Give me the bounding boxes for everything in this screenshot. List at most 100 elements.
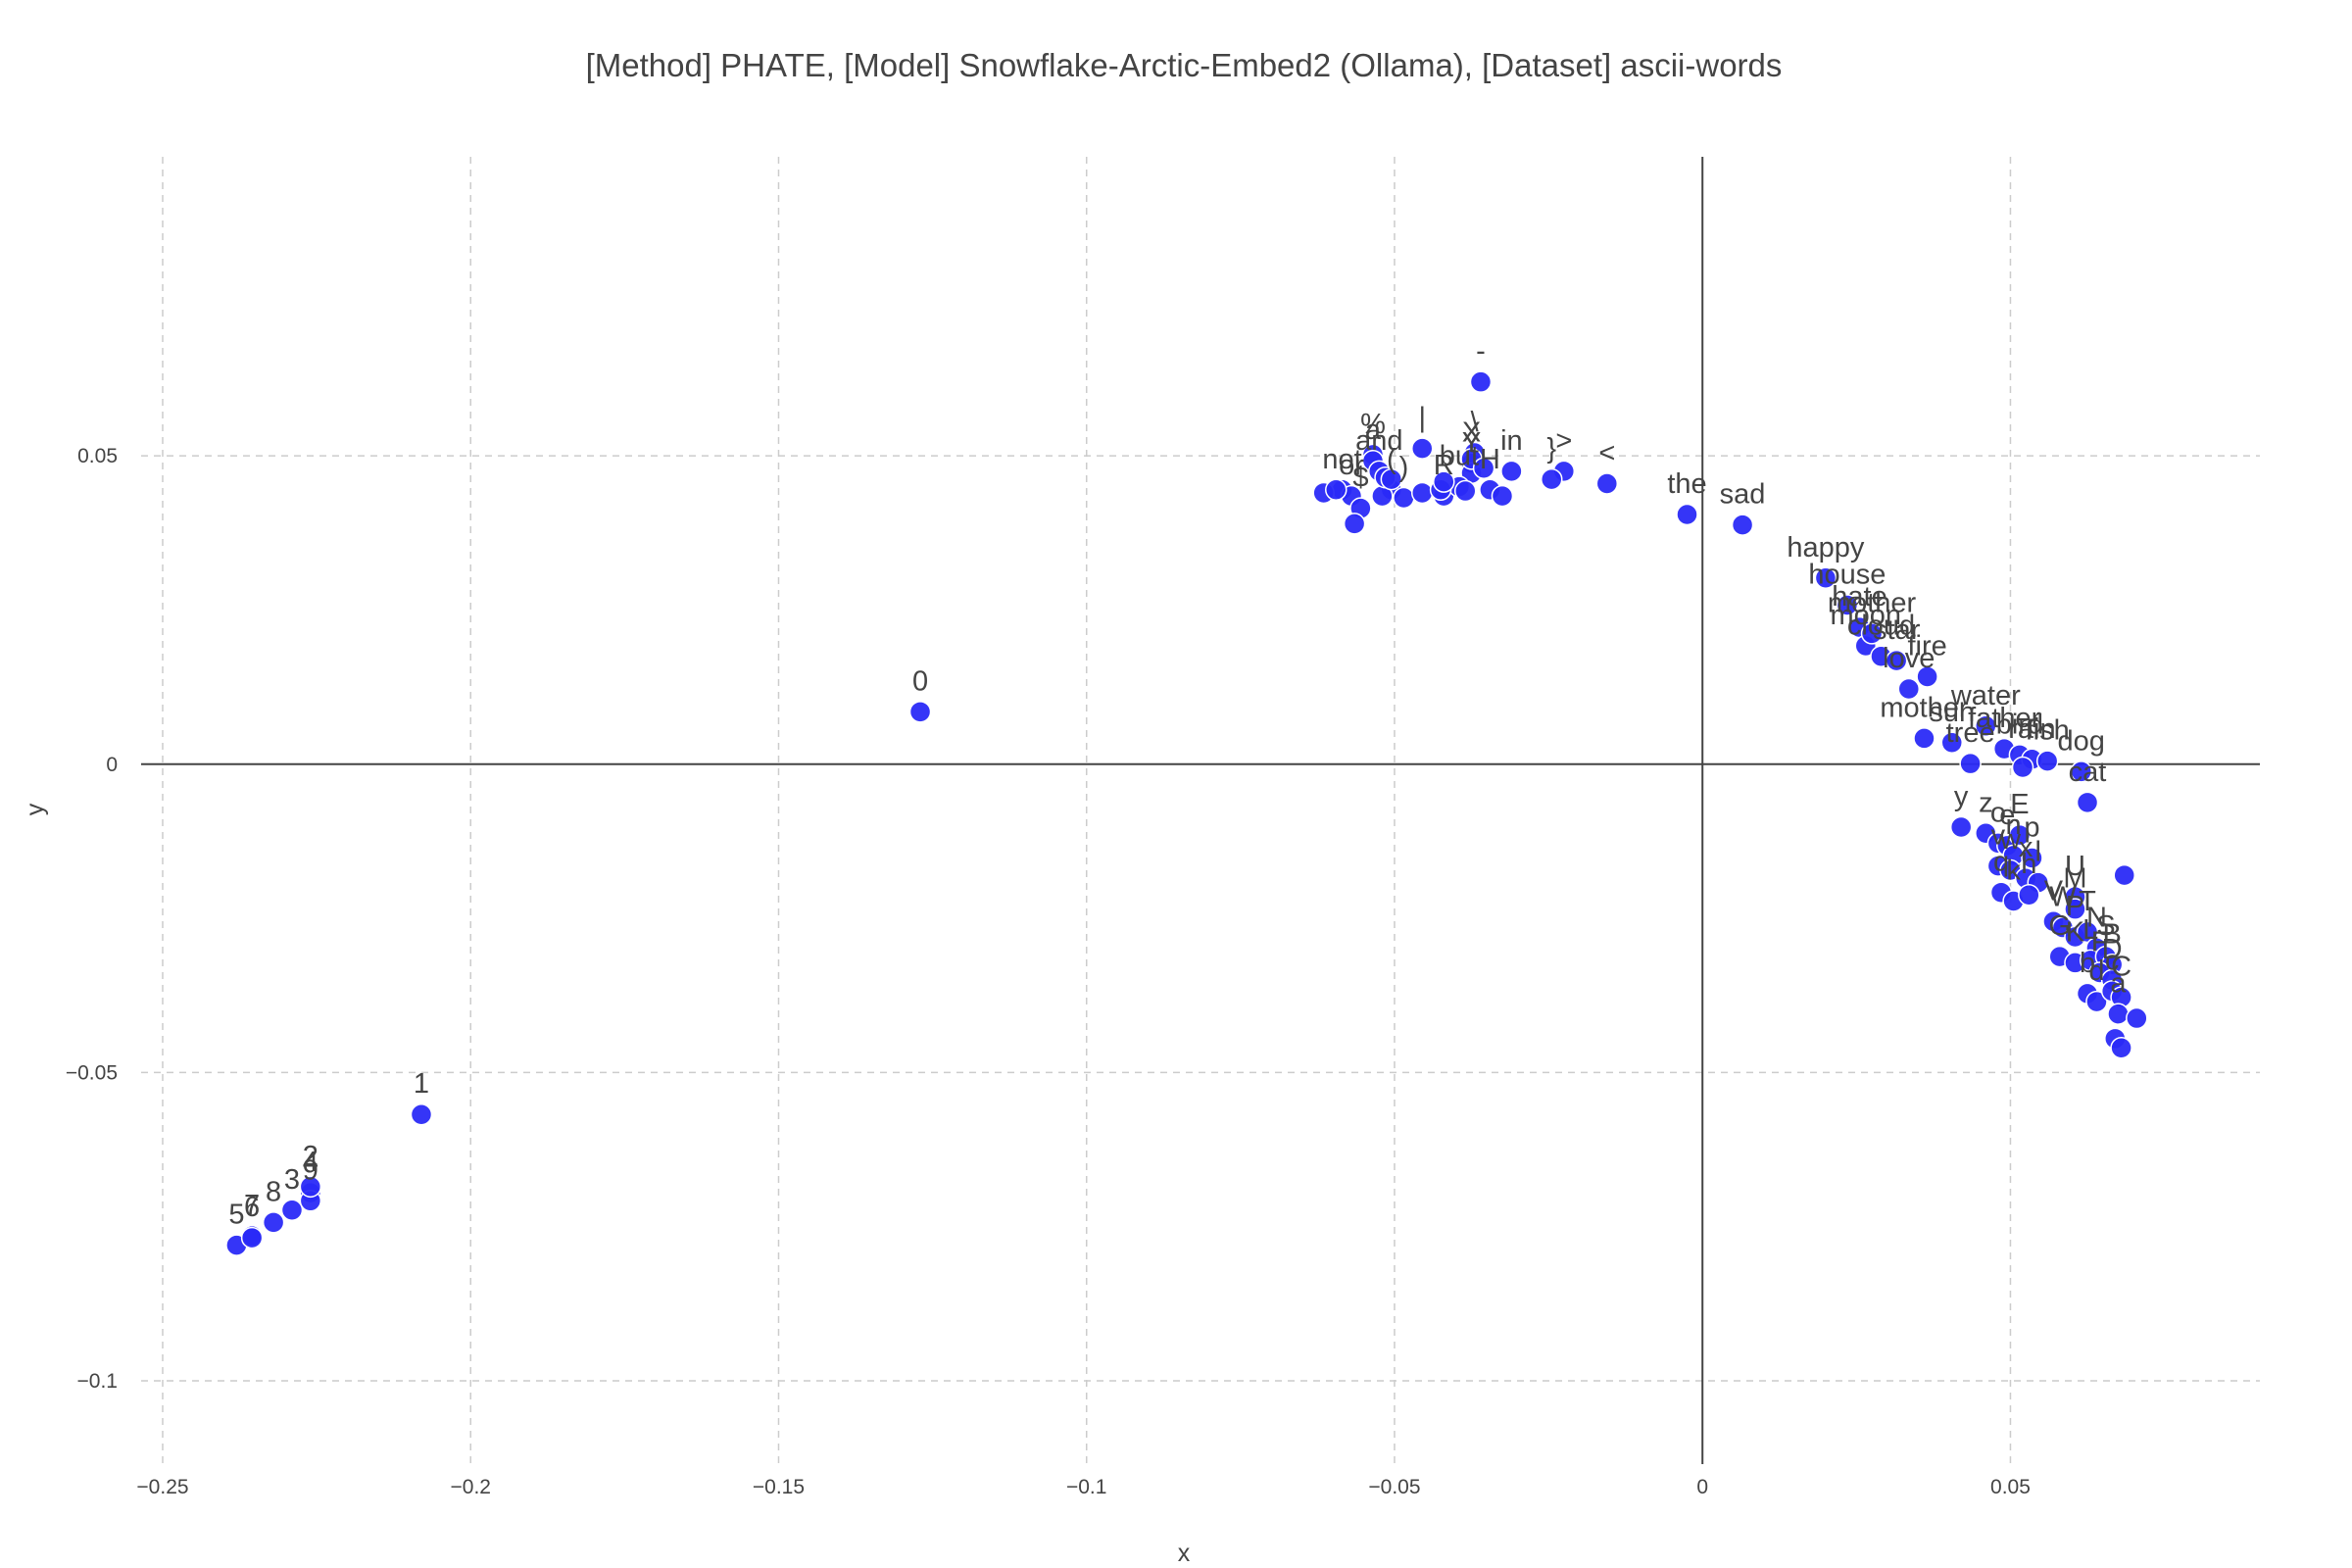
data-point[interactable] bbox=[1472, 457, 1495, 480]
data-point[interactable] bbox=[240, 1226, 264, 1250]
data-point[interactable] bbox=[410, 1102, 433, 1126]
data-point-label: rain bbox=[2008, 713, 2055, 745]
data-point-label: and bbox=[1355, 425, 1402, 457]
data-point[interactable] bbox=[1393, 486, 1415, 510]
y-tick-label: 0.05 bbox=[77, 445, 118, 467]
data-point-label: < bbox=[1598, 438, 1615, 469]
y-tick-label: 0 bbox=[106, 754, 118, 776]
data-point[interactable] bbox=[1500, 460, 1523, 483]
data-point[interactable] bbox=[2064, 898, 2086, 920]
data-point-label: - bbox=[1476, 336, 1486, 368]
data-points bbox=[225, 370, 2148, 1256]
data-point[interactable] bbox=[2018, 883, 2040, 906]
data-point[interactable] bbox=[1411, 481, 1434, 505]
data-point-label: k bbox=[2006, 855, 2021, 886]
data-point[interactable] bbox=[2126, 1006, 2148, 1030]
x-tick-label: −0.1 bbox=[1066, 1476, 1106, 1498]
data-point[interactable] bbox=[262, 1211, 285, 1234]
data-point-label: mother bbox=[1828, 587, 1917, 618]
data-point[interactable] bbox=[1343, 513, 1366, 535]
data-point[interactable] bbox=[1595, 472, 1619, 495]
data-point[interactable] bbox=[1454, 479, 1477, 503]
data-point-label: n bbox=[2006, 809, 2022, 841]
data-point-label: w bbox=[1999, 824, 2022, 856]
chart-title: [Method] PHATE, [Model] Snowflake-Arctic… bbox=[586, 47, 1783, 83]
data-point-label: H bbox=[1480, 444, 1500, 475]
data-point[interactable] bbox=[1411, 437, 1434, 460]
data-point[interactable] bbox=[2008, 823, 2032, 847]
data-point-label: water bbox=[1950, 680, 2021, 711]
data-point-label: M bbox=[2063, 863, 2086, 895]
data-point-label: F bbox=[2091, 926, 2109, 957]
data-point[interactable] bbox=[1975, 714, 1997, 738]
data-point-label: U bbox=[2065, 851, 2085, 882]
data-point[interactable] bbox=[1913, 727, 1936, 750]
data-point[interactable] bbox=[2070, 760, 2092, 783]
data-point[interactable] bbox=[1836, 594, 1859, 616]
data-point[interactable] bbox=[1916, 665, 1938, 688]
data-point-label: d bbox=[2088, 956, 2104, 987]
data-point[interactable] bbox=[1940, 731, 1964, 755]
data-point[interactable] bbox=[908, 701, 932, 723]
x-tick-label: 0.05 bbox=[1990, 1476, 2031, 1498]
data-point-label: sun bbox=[1929, 697, 1975, 728]
data-point-label: 7 bbox=[244, 1190, 260, 1221]
data-point[interactable] bbox=[1949, 815, 1973, 839]
data-point-label: p bbox=[2024, 811, 2039, 843]
data-point-label: in bbox=[1500, 425, 1523, 457]
data-point[interactable] bbox=[2085, 990, 2108, 1013]
data-point-label: 1 bbox=[414, 1068, 429, 1100]
data-point[interactable] bbox=[2076, 791, 2099, 814]
data-point[interactable] bbox=[2021, 847, 2043, 869]
data-point-label: X bbox=[1462, 417, 1481, 449]
x-tick-label: −0.15 bbox=[753, 1476, 805, 1498]
data-point[interactable] bbox=[2107, 1003, 2130, 1025]
data-point[interactable] bbox=[2110, 1037, 2132, 1059]
data-point-label: W bbox=[2049, 882, 2077, 913]
data-point-label: tree bbox=[1946, 717, 1995, 749]
data-point-label: x bbox=[2019, 832, 2034, 863]
data-point[interactable] bbox=[1959, 752, 1982, 775]
data-point[interactable] bbox=[1897, 677, 1921, 701]
data-point-label: mother bbox=[1880, 692, 1969, 723]
data-point[interactable] bbox=[2035, 750, 2059, 772]
data-point[interactable] bbox=[1860, 622, 1884, 645]
x-axis-title: x bbox=[1178, 1540, 1191, 1567]
data-point-label: b bbox=[2080, 948, 2095, 979]
data-point-label: } bbox=[1546, 433, 1556, 465]
data-point[interactable] bbox=[1325, 478, 1348, 502]
data-point[interactable] bbox=[1814, 566, 1838, 590]
x-tick-label: −0.25 bbox=[136, 1476, 188, 1498]
data-point[interactable] bbox=[1540, 467, 1563, 491]
data-point[interactable] bbox=[1676, 503, 1698, 526]
data-point-label: or bbox=[1339, 450, 1364, 481]
data-point-label: ) bbox=[1399, 452, 1409, 483]
data-point[interactable] bbox=[2011, 756, 2034, 779]
data-point-label: 0 bbox=[912, 665, 928, 697]
data-point[interactable] bbox=[1491, 484, 1514, 508]
data-point-label: | bbox=[1418, 403, 1426, 434]
data-point-label: 6 bbox=[244, 1192, 260, 1223]
data-point-label: 5 bbox=[228, 1200, 244, 1231]
data-point[interactable] bbox=[1731, 514, 1754, 536]
data-point-label: v bbox=[1991, 820, 2006, 852]
data-point-label: D bbox=[2102, 934, 2123, 965]
data-point[interactable] bbox=[299, 1175, 322, 1199]
data-point-label: father bbox=[1968, 703, 2040, 734]
data-point-label: P bbox=[2066, 891, 2084, 922]
data-point[interactable] bbox=[1433, 470, 1455, 493]
x-tick-label: 0 bbox=[1696, 1476, 1708, 1498]
x-tick-label: −0.2 bbox=[451, 1476, 491, 1498]
data-point[interactable] bbox=[2113, 863, 2135, 887]
data-point[interactable] bbox=[280, 1199, 304, 1222]
y-tick-label: −0.1 bbox=[77, 1370, 118, 1393]
data-point[interactable] bbox=[1380, 467, 1403, 491]
data-point-label: y bbox=[1954, 781, 1969, 812]
data-point[interactable] bbox=[1469, 370, 1493, 393]
data-point-label: % bbox=[1360, 409, 1386, 440]
data-point-label: B bbox=[2102, 918, 2121, 950]
data-point-label: bird bbox=[1996, 709, 2043, 740]
data-point[interactable] bbox=[1885, 649, 1908, 672]
